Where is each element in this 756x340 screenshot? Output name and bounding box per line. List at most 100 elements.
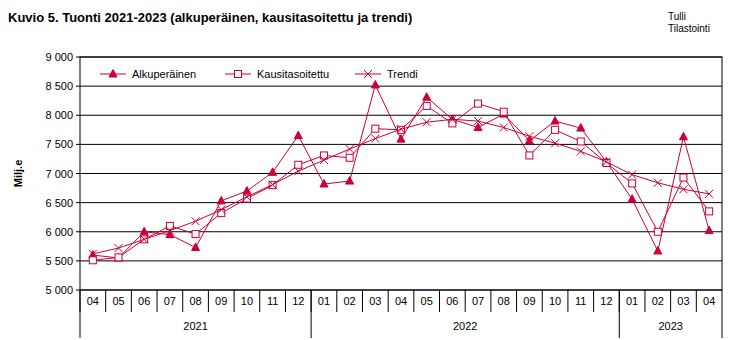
plot-area xyxy=(89,80,713,263)
legend-marker xyxy=(109,70,117,78)
y-tick xyxy=(76,57,80,58)
x-tick-label: 02 xyxy=(652,295,664,307)
y-tick xyxy=(76,290,80,291)
grid-line xyxy=(80,231,722,232)
source: Tilastointi xyxy=(668,23,710,34)
category-tick xyxy=(490,290,491,312)
y-tick-label: 5 500 xyxy=(45,255,73,267)
data-point xyxy=(706,208,713,215)
data-point xyxy=(679,132,687,140)
data-point xyxy=(243,186,251,194)
category-tick xyxy=(413,290,414,312)
data-point xyxy=(577,147,585,155)
data-point xyxy=(475,100,482,107)
data-point xyxy=(680,174,687,181)
y-tick xyxy=(76,115,80,116)
data-point xyxy=(115,244,123,252)
legend-label: Trendi xyxy=(387,68,418,80)
data-point xyxy=(551,117,559,125)
legend-marker xyxy=(364,70,372,78)
year-label: 2022 xyxy=(453,320,477,332)
y-tick xyxy=(76,260,80,261)
series-line xyxy=(93,104,709,261)
data-point xyxy=(295,161,302,168)
source: Tulli xyxy=(668,11,686,22)
category-tick xyxy=(208,290,209,312)
data-point xyxy=(448,115,456,123)
data-point xyxy=(89,257,96,264)
data-point xyxy=(449,120,456,127)
grid-line xyxy=(80,86,722,87)
grid-line xyxy=(80,144,722,145)
data-point xyxy=(628,171,636,179)
category-tick xyxy=(567,290,568,312)
grid-line xyxy=(80,202,722,203)
grid-line xyxy=(80,173,722,174)
y-tick xyxy=(76,144,80,145)
x-tick-label: 05 xyxy=(421,295,433,307)
y-tick xyxy=(76,202,80,203)
data-point xyxy=(115,254,122,261)
data-point xyxy=(552,126,559,133)
y-tick-label: 9 000 xyxy=(45,51,73,63)
category-tick xyxy=(105,290,106,312)
category-tick xyxy=(465,290,466,312)
data-point xyxy=(371,135,379,143)
y-tick-label: 8 000 xyxy=(45,109,73,121)
x-tick-label: 05 xyxy=(112,295,124,307)
x-tick-label: 08 xyxy=(189,295,201,307)
x-tick-label: 03 xyxy=(369,295,381,307)
year-separator xyxy=(311,290,312,338)
y-tick-label: 7 500 xyxy=(45,138,73,150)
data-point xyxy=(320,156,328,164)
x-tick-label: 06 xyxy=(138,295,150,307)
year-separator xyxy=(80,290,81,338)
data-point xyxy=(654,246,662,254)
category-tick xyxy=(362,290,363,312)
data-point xyxy=(705,226,713,234)
x-tick-label: 01 xyxy=(626,295,638,307)
x-tick-label: 11 xyxy=(575,295,586,307)
data-point xyxy=(217,206,225,214)
data-point xyxy=(192,217,200,225)
y-tick-label: 5 000 xyxy=(45,284,73,296)
data-point xyxy=(192,231,199,238)
x-tick-label: 09 xyxy=(523,295,535,307)
data-point xyxy=(89,250,97,258)
x-tick-label: 04 xyxy=(87,295,99,307)
y-tick xyxy=(76,231,80,232)
data-point xyxy=(346,154,353,161)
data-point xyxy=(320,179,328,187)
category-tick xyxy=(157,290,158,312)
data-point xyxy=(654,228,661,235)
data-point xyxy=(192,243,200,251)
x-tick-label: 02 xyxy=(344,295,356,307)
y-tick-label: 8 500 xyxy=(45,80,73,92)
y-tick-label: 6 500 xyxy=(45,197,73,209)
year-label: 2023 xyxy=(658,320,682,332)
data-point xyxy=(141,236,148,243)
x-tick-label: 10 xyxy=(241,295,253,307)
data-point xyxy=(243,193,251,201)
series-line xyxy=(93,119,709,254)
data-point xyxy=(423,102,430,109)
x-tick-label: 07 xyxy=(164,295,176,307)
data-point xyxy=(474,117,482,125)
data-point xyxy=(217,196,225,204)
data-point xyxy=(654,179,662,187)
data-point xyxy=(551,139,559,147)
y-tick xyxy=(76,173,80,174)
data-point xyxy=(166,227,174,235)
category-tick xyxy=(696,290,697,312)
legend-marker xyxy=(235,71,242,78)
x-tick-label: 12 xyxy=(600,295,612,307)
data-point xyxy=(525,132,533,140)
data-point xyxy=(602,158,610,166)
x-tick-label: 11 xyxy=(267,295,278,307)
year-separator xyxy=(722,290,723,338)
data-point xyxy=(294,131,302,139)
y-tick xyxy=(76,86,80,87)
data-point xyxy=(294,167,302,175)
data-point xyxy=(577,124,585,132)
data-point xyxy=(705,190,713,198)
